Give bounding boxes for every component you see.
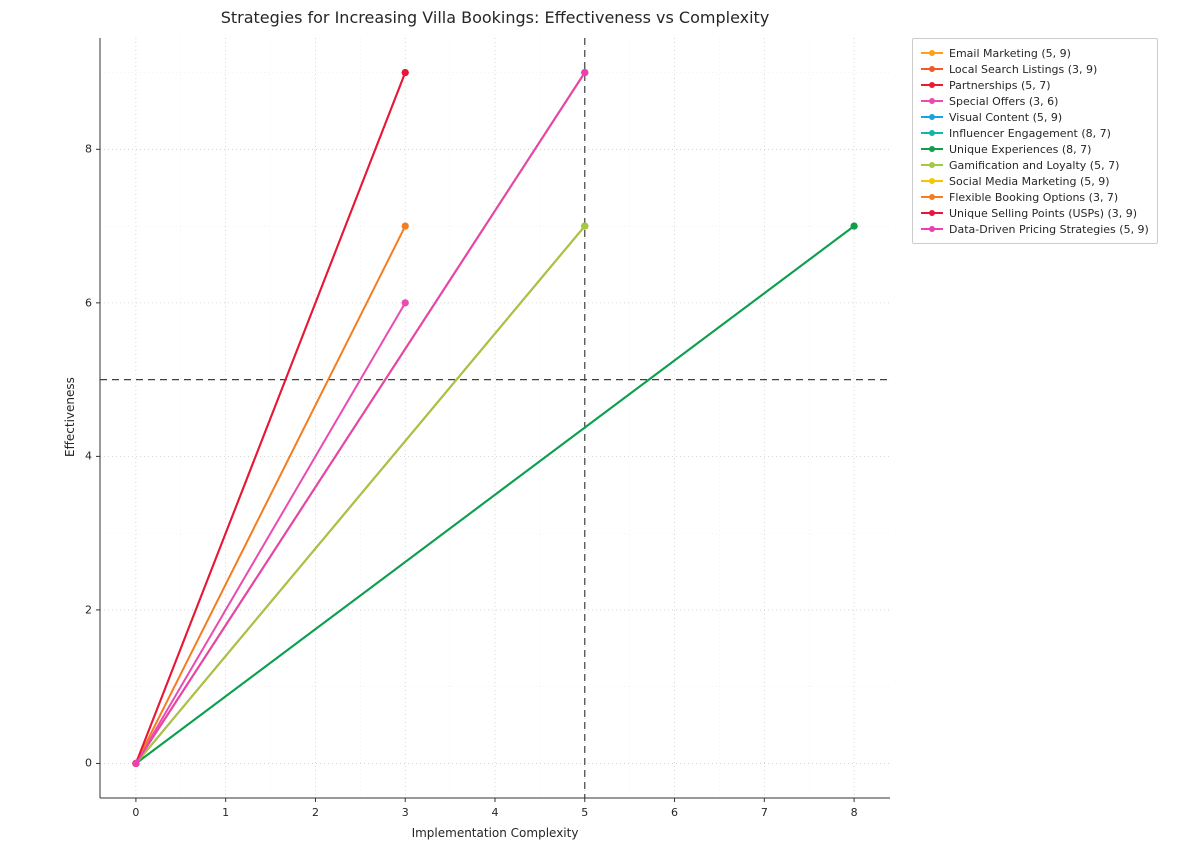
x-tick-label: 2 — [312, 806, 319, 819]
y-tick-label: 0 — [74, 757, 92, 770]
legend-item: Data-Driven Pricing Strategies (5, 9) — [921, 221, 1149, 237]
x-tick-label: 0 — [132, 806, 139, 819]
chart-stage: Strategies for Increasing Villa Bookings… — [0, 0, 1200, 858]
x-tick-label: 3 — [402, 806, 409, 819]
legend-label: Data-Driven Pricing Strategies (5, 9) — [949, 223, 1149, 236]
legend-label: Special Offers (3, 6) — [949, 95, 1058, 108]
legend-label: Email Marketing (5, 9) — [949, 47, 1071, 60]
legend-item: Partnerships (5, 7) — [921, 77, 1149, 93]
plot-area — [100, 38, 890, 798]
legend-item: Visual Content (5, 9) — [921, 109, 1149, 125]
legend-label: Social Media Marketing (5, 9) — [949, 175, 1110, 188]
x-tick-label: 8 — [851, 806, 858, 819]
x-tick-label: 7 — [761, 806, 768, 819]
plot-svg — [100, 38, 890, 798]
legend-item: Unique Experiences (8, 7) — [921, 141, 1149, 157]
legend-item: Influencer Engagement (8, 7) — [921, 125, 1149, 141]
y-tick-label: 8 — [74, 143, 92, 156]
legend-swatch — [921, 160, 943, 170]
legend-item: Email Marketing (5, 9) — [921, 45, 1149, 61]
y-tick-label: 2 — [74, 603, 92, 616]
y-axis-label: Effectiveness — [63, 377, 77, 457]
legend-swatch — [921, 80, 943, 90]
legend: Email Marketing (5, 9) Local Search Listi… — [912, 38, 1158, 244]
legend-swatch — [921, 208, 943, 218]
legend-swatch — [921, 112, 943, 122]
legend-swatch — [921, 192, 943, 202]
chart-title: Strategies for Increasing Villa Bookings… — [20, 8, 970, 27]
x-tick-label: 5 — [581, 806, 588, 819]
legend-swatch — [921, 176, 943, 186]
x-tick-label: 1 — [222, 806, 229, 819]
legend-swatch — [921, 48, 943, 58]
legend-label: Flexible Booking Options (3, 7) — [949, 191, 1118, 204]
legend-item: Gamification and Loyalty (5, 7) — [921, 157, 1149, 173]
legend-swatch — [921, 96, 943, 106]
legend-item: Unique Selling Points (USPs) (3, 9) — [921, 205, 1149, 221]
legend-label: Gamification and Loyalty (5, 7) — [949, 159, 1119, 172]
y-tick-label: 4 — [74, 450, 92, 463]
legend-label: Influencer Engagement (8, 7) — [949, 127, 1111, 140]
legend-item: Social Media Marketing (5, 9) — [921, 173, 1149, 189]
legend-item: Flexible Booking Options (3, 7) — [921, 189, 1149, 205]
x-axis-label: Implementation Complexity — [100, 826, 890, 840]
legend-item: Special Offers (3, 6) — [921, 93, 1149, 109]
legend-label: Local Search Listings (3, 9) — [949, 63, 1097, 76]
legend-label: Partnerships (5, 7) — [949, 79, 1051, 92]
legend-label: Visual Content (5, 9) — [949, 111, 1062, 124]
legend-swatch — [921, 64, 943, 74]
legend-label: Unique Experiences (8, 7) — [949, 143, 1091, 156]
x-tick-label: 4 — [492, 806, 499, 819]
legend-label: Unique Selling Points (USPs) (3, 9) — [949, 207, 1137, 220]
legend-item: Local Search Listings (3, 9) — [921, 61, 1149, 77]
legend-swatch — [921, 144, 943, 154]
legend-swatch — [921, 128, 943, 138]
y-tick-label: 6 — [74, 296, 92, 309]
x-tick-label: 6 — [671, 806, 678, 819]
legend-swatch — [921, 224, 943, 234]
